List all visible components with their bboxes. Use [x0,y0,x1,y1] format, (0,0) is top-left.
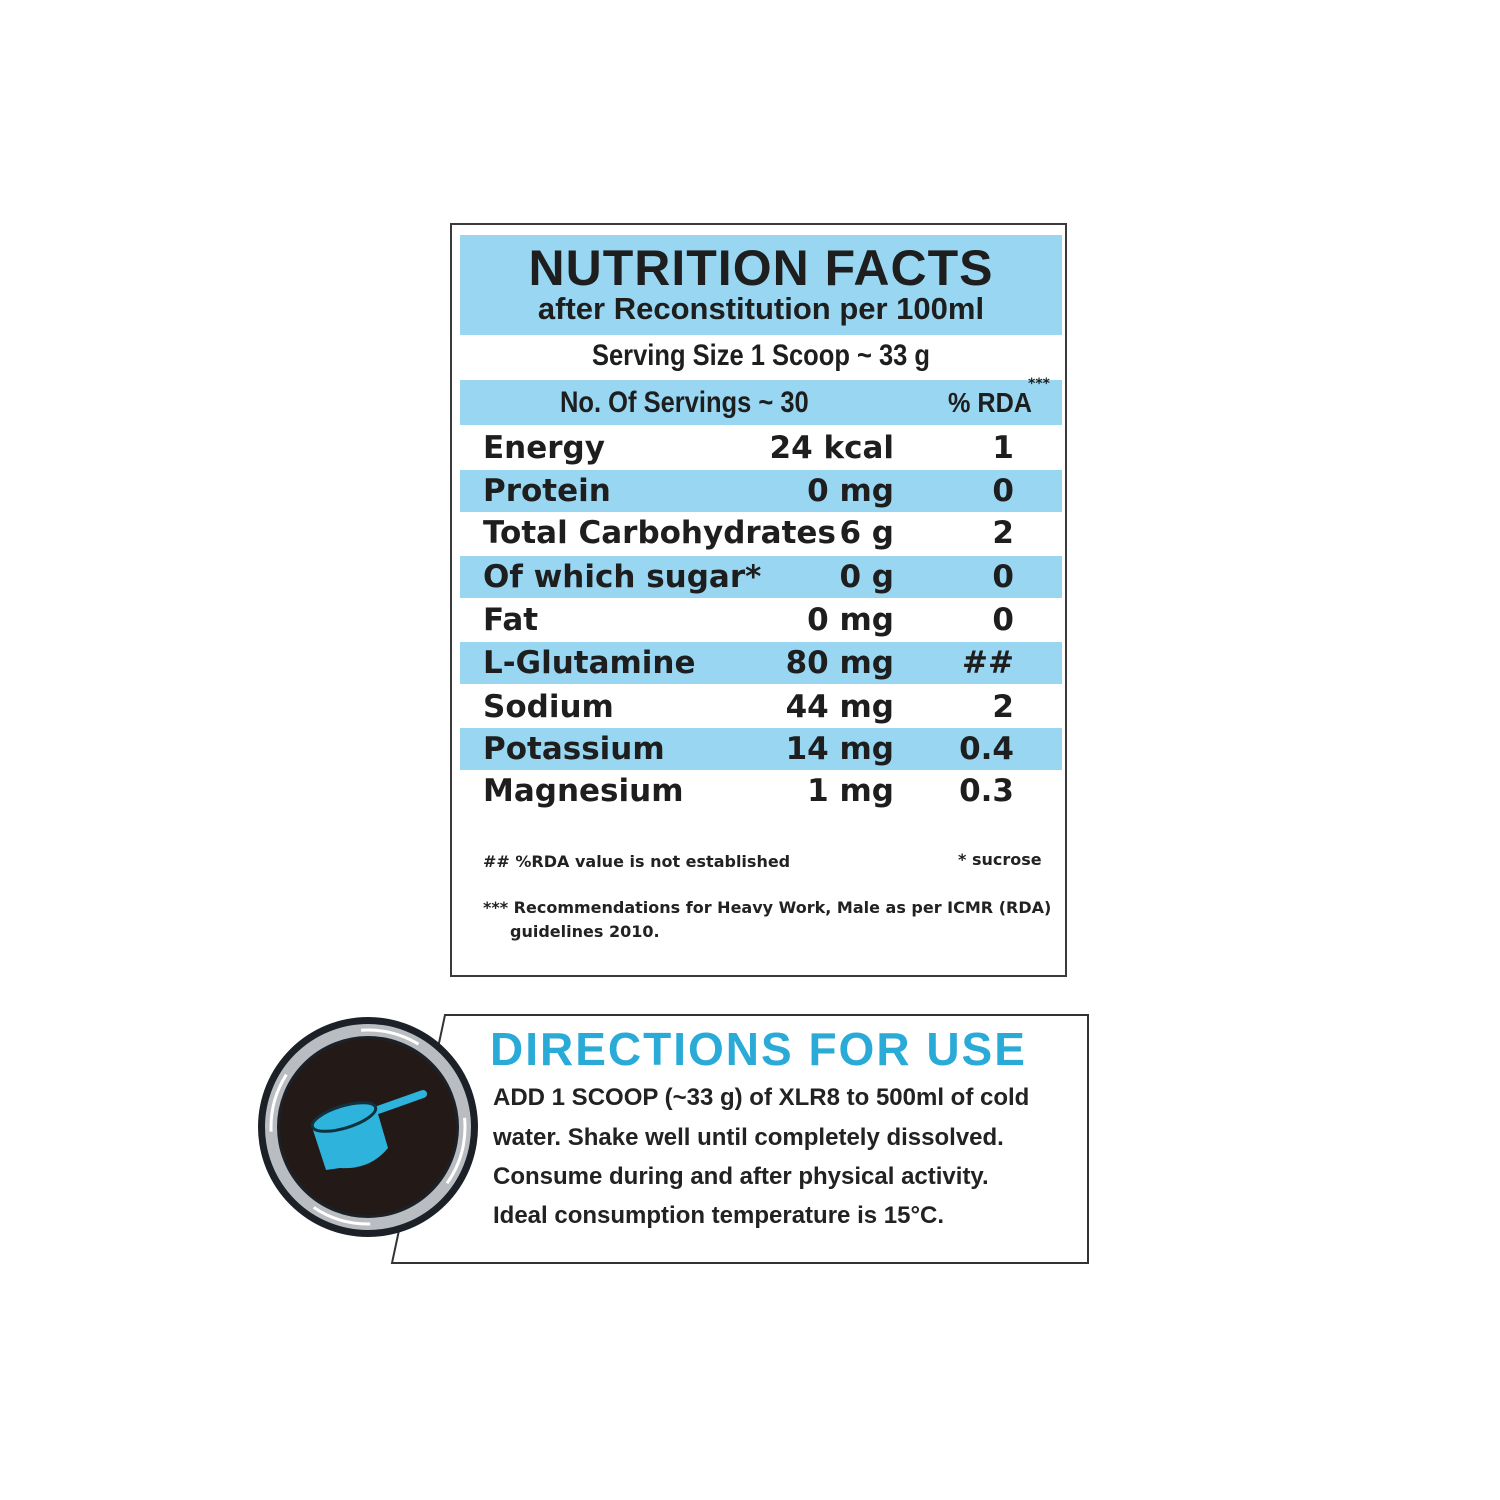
directions-line: water. Shake well until completely disso… [493,1124,1004,1151]
nutrient-value: 0 g [839,559,894,595]
nutrient-row: Magnesium 1 mg 0.3 [460,770,1062,812]
nutrition-subtitle: after Reconstitution per 100ml [537,291,985,326]
nutrient-name: Energy [483,430,605,466]
nutrient-rda: 0.4 [959,731,1014,767]
nutrient-value: 1 mg [807,773,894,809]
nutrient-name: Fat [483,602,539,638]
directions-line: Ideal consumption temperature is 15°C. [493,1202,945,1229]
nutrient-rda: 0 [992,559,1014,595]
nutrition-facts-panel [450,223,1067,977]
directions-line: Consume during and after physical activi… [493,1163,989,1190]
footnote-icmr-line2: guidelines 2010. [510,922,660,941]
rda-header-mark: *** [1028,376,1050,392]
rda-header: % RDA [948,387,1033,418]
nutrient-name: Of which sugar* [483,559,762,595]
nutrient-rda: 1 [992,430,1014,466]
nutrient-value: 0 mg [807,473,894,509]
nutrient-value: 14 mg [785,731,894,767]
nutrient-row: Of which sugar* 0 g 0 [460,556,1062,598]
servings-band [460,380,1062,425]
nutrient-rda: 0.3 [959,773,1014,809]
nutrient-rda: ## [962,645,1014,681]
nutrient-name: Total Carbohydrates [483,515,836,551]
nutrient-name: Sodium [483,689,614,725]
nutrient-name: Protein [483,473,611,509]
servings-count: No. Of Servings ~ 30 [560,386,809,419]
nutrient-value: 6 g [839,515,894,551]
nutrient-row: L-Glutamine 80 mg ## [460,642,1062,684]
nutrient-row: Energy 24 kcal 1 [460,427,1062,469]
nutrient-rda: 2 [992,689,1014,725]
header-band [460,235,1062,335]
nutrient-name: L-Glutamine [483,645,696,681]
nutrient-rda: 2 [992,515,1014,551]
nutrient-value: 0 mg [807,602,894,638]
nutrient-row: Protein 0 mg 0 [460,470,1062,512]
nutrient-row: Potassium 14 mg 0.4 [460,728,1062,770]
footnote-icmr-line1: *** Recommendations for Heavy Work, Male… [483,898,1052,917]
serving-size: Serving Size 1 Scoop ~ 33 g [591,339,931,372]
nutrient-name: Potassium [483,731,665,767]
footnote-rda-not-established: ## %RDA value is not established [483,852,791,871]
scoop-icon [258,1017,478,1237]
nutrient-row: Fat 0 mg 0 [460,599,1062,641]
nutrient-row: Sodium 44 mg 2 [460,686,1062,728]
nutrient-rda: 0 [992,473,1014,509]
footnote-sucrose: * sucrose [958,850,1042,869]
directions-line: ADD 1 SCOOP (~33 g) of XLR8 to 500ml of … [493,1084,1030,1111]
nutrient-value: 44 mg [785,689,894,725]
nutrition-title: NUTRITION FACTS [528,240,994,296]
nutrient-rda: 0 [992,602,1014,638]
nutrient-value: 24 kcal [769,430,894,466]
nutrient-value: 80 mg [785,645,894,681]
nutrient-row: Total Carbohydrates 6 g 2 [460,512,1062,554]
directions-title: DIRECTIONS FOR USE [490,1023,1027,1075]
nutrient-name: Magnesium [483,773,684,809]
